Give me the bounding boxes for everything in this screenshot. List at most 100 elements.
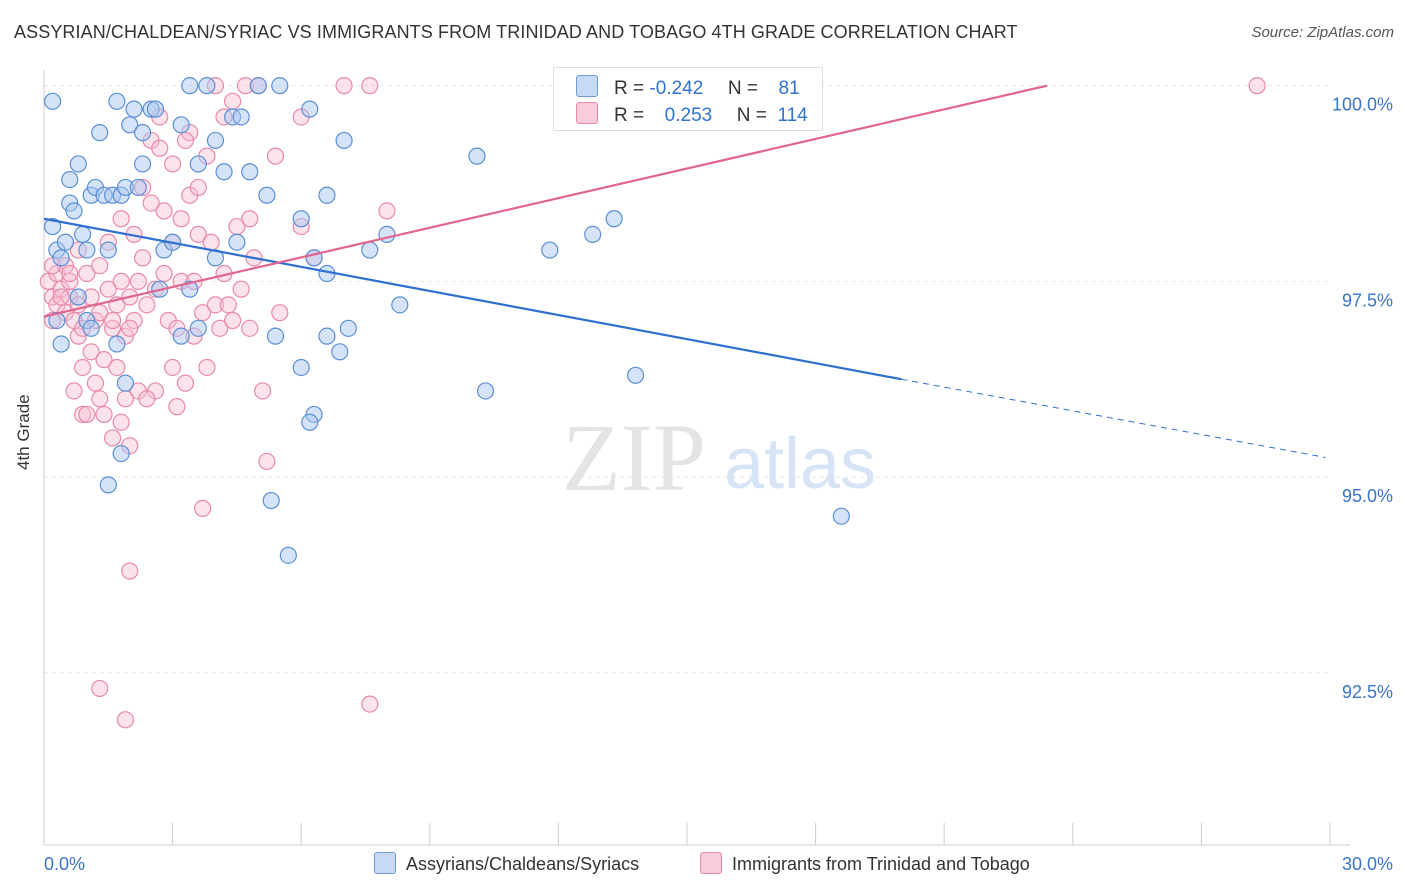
trinidad-point: [1248, 77, 1266, 95]
x-tick-label: 0.0%: [44, 854, 85, 874]
assyrian-point: [181, 280, 199, 298]
trinidad-point: [95, 351, 113, 369]
trinidad-point: [151, 139, 169, 157]
assyrian-point: [476, 382, 495, 400]
trinidad-point: [112, 210, 130, 228]
trinidad-point: [194, 499, 212, 517]
assyrian-point: [82, 319, 100, 337]
legend-row-assyrian: R = -0.242 N = 81: [576, 75, 800, 99]
chart-title: ASSYRIAN/CHALDEAN/SYRIAC VS IMMIGRANTS F…: [14, 22, 1018, 42]
assyrian-point: [146, 100, 165, 118]
x-tick-label: 30.0%: [1342, 854, 1393, 874]
trinidad-point: [155, 202, 173, 220]
series-trinidad-points: [39, 77, 1266, 729]
trinidad-point: [194, 304, 212, 322]
trinidad-point: [198, 358, 216, 377]
assyrian-point: [73, 225, 92, 243]
assyrian-point: [292, 358, 310, 377]
trinidad-point: [86, 374, 105, 392]
watermark-atlas: atlas: [724, 424, 876, 504]
assyrian-point: [129, 178, 147, 197]
assyrian-point: [335, 131, 353, 150]
assyrian-point: [99, 476, 117, 494]
trend-lines: [43, 84, 1326, 458]
legend-swatch-pink: [576, 102, 598, 124]
trinidad-point: [73, 405, 92, 424]
legend-r-value: -0.242: [649, 78, 704, 99]
trinidad-point: [224, 92, 242, 110]
legend-n-label: N =: [727, 78, 758, 99]
trinidad-point: [241, 210, 259, 228]
legend-row-trinidad: R = 0.253 N = 114: [576, 102, 808, 126]
x-tick-labels: 0.0% 30.0%: [44, 854, 1393, 874]
trinidad-point: [112, 413, 130, 431]
trinidad-point: [133, 249, 152, 267]
y-tick-label: 100.0%: [1332, 95, 1393, 115]
assyrian-point: [172, 327, 190, 345]
assyrian-point: [279, 546, 297, 564]
assyrian-point: [69, 288, 87, 306]
trinidad-point: [138, 296, 156, 314]
trinidad-point: [95, 405, 113, 424]
y-tick-label: 97.5%: [1342, 290, 1393, 310]
trinidad-point: [52, 288, 70, 306]
legend-swatch-blue: [576, 75, 598, 97]
trinidad-point: [142, 194, 160, 212]
bottom-legend-swatch-pink: [700, 852, 722, 874]
assyrian-point: [605, 210, 623, 228]
bottom-legend-trinidad: Immigrants from Trinidad and Tobago: [700, 852, 1030, 875]
assyrian-point: [206, 131, 225, 150]
assyrian-point: [189, 319, 207, 337]
trinidad-point: [164, 358, 182, 377]
assyrian-point: [69, 155, 87, 173]
bottom-legend-assyrian: Assyrians/Chaldeans/Syriacs: [374, 852, 639, 875]
assyrian-point: [116, 374, 135, 392]
y-tick-labels: 92.5% 95.0% 97.5% 100.0%: [1332, 95, 1393, 702]
assyrian-point: [172, 116, 190, 134]
assyrian-point: [43, 217, 62, 236]
assyrian-point: [232, 108, 250, 126]
trinidad-point: [211, 319, 229, 337]
trinidad-point: [121, 319, 139, 337]
trinidad-point: [176, 131, 195, 150]
trinidad-point: [103, 429, 122, 447]
trinidad-point: [138, 390, 156, 408]
trinidad-point: [112, 272, 130, 290]
assyrian-point: [108, 335, 126, 353]
trinidad-point: [129, 272, 147, 290]
assyrian-point: [133, 124, 152, 142]
trinidad-point: [378, 202, 396, 220]
assyrian-point: [121, 116, 139, 134]
assyrian-point: [52, 249, 70, 267]
trinidad-point: [91, 257, 109, 275]
trinidad-point: [99, 280, 117, 298]
assyrian-point: [52, 335, 70, 353]
assyrian-point: [468, 147, 486, 165]
assyrian-point: [541, 241, 559, 259]
assyrian-point: [189, 155, 207, 173]
trinidad-point: [202, 233, 220, 251]
assyrian-point: [391, 296, 409, 314]
y-axis-label: 4th Grade: [14, 394, 33, 470]
assyrian-point: [271, 77, 289, 95]
trinidad-point: [103, 311, 122, 330]
assyrian-point: [133, 155, 152, 173]
trinidad-point: [65, 382, 83, 400]
trinidad-point: [206, 296, 225, 314]
trinidad-point: [254, 382, 272, 400]
assyrian-point: [56, 233, 75, 251]
source-label: Source: ZipAtlas.com: [1251, 24, 1394, 41]
assyrian-point: [339, 319, 357, 337]
bottom-legend-label: Assyrians/Chaldeans/Syriacs: [406, 854, 640, 874]
assyrian-trend-line: [43, 217, 902, 381]
legend-n-value: 114: [777, 105, 808, 126]
assyrian-point: [584, 225, 602, 243]
trinidad-point: [121, 562, 139, 580]
assyrian-point: [61, 170, 79, 189]
assyrian-point: [43, 92, 62, 110]
assyrian-point: [112, 444, 130, 463]
watermark-zip: ZIP: [562, 404, 706, 511]
assyrian-point: [626, 366, 645, 384]
trinidad-point: [361, 77, 379, 95]
